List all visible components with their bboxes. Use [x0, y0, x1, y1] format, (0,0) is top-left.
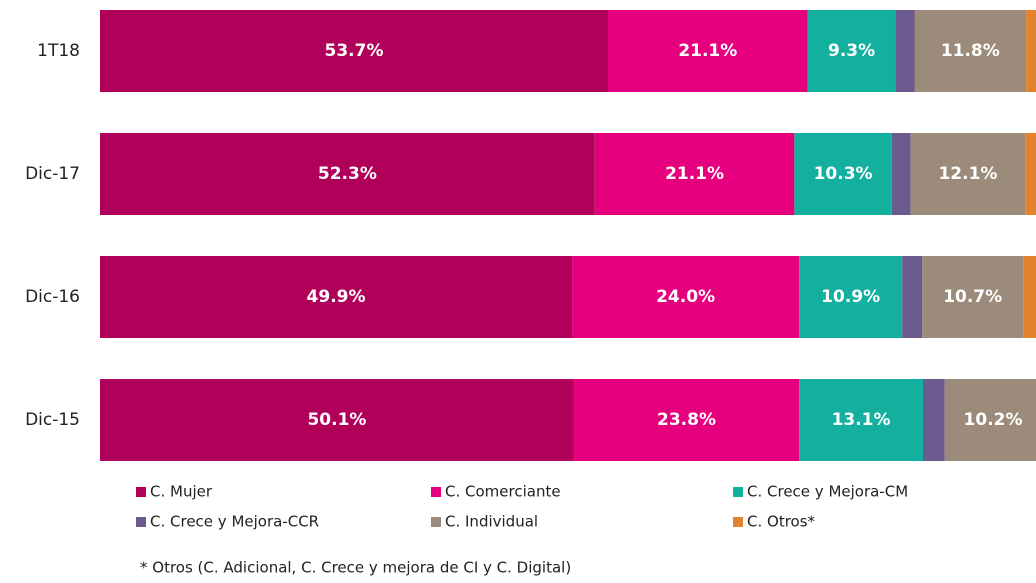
data-label: 11.8%: [941, 41, 1000, 61]
data-label: 9.3%: [828, 41, 875, 61]
bar-segment: [100, 10, 609, 92]
bar-segment: [944, 379, 1036, 461]
bar-segment: [910, 133, 1026, 215]
bar-segment: [895, 10, 915, 92]
legend-swatch: [733, 517, 743, 527]
bar-segment: [922, 256, 1024, 338]
legend-swatch: [136, 487, 146, 497]
bar-segment: [100, 133, 595, 215]
data-label: 21.1%: [665, 164, 724, 184]
y-tick-label: 1T18: [37, 41, 80, 61]
legend-swatch: [136, 517, 146, 527]
bar-segment: [1026, 10, 1036, 92]
bar-segment: [807, 10, 896, 92]
bar-segment: [100, 379, 574, 461]
bar-segment: [573, 379, 800, 461]
bar-segment: [923, 379, 945, 461]
data-label: 23.8%: [657, 410, 716, 430]
legend-label: C. Individual: [445, 513, 538, 531]
data-label: 10.7%: [943, 287, 1002, 307]
bar-segment: [891, 133, 911, 215]
legend-label: C. Otros*: [747, 513, 816, 531]
data-label: 13.1%: [832, 410, 891, 430]
data-label: 24.0%: [656, 287, 715, 307]
legend-swatch: [431, 517, 441, 527]
data-label: 12.1%: [938, 164, 997, 184]
bar-segment: [100, 256, 573, 338]
bar-segment: [1025, 133, 1036, 215]
legend-label: C. Comerciante: [445, 483, 561, 501]
bar-segment: [608, 10, 808, 92]
data-label: 50.1%: [307, 410, 366, 430]
data-label: 10.9%: [821, 287, 880, 307]
legend-swatch: [431, 487, 441, 497]
data-label: 52.3%: [318, 164, 377, 184]
bar-segment: [572, 256, 800, 338]
bar-segment: [1023, 256, 1036, 338]
data-label: 53.7%: [325, 41, 384, 61]
y-tick-label: Dic-17: [25, 164, 80, 184]
data-label: 10.2%: [964, 410, 1023, 430]
data-label: 49.9%: [307, 287, 366, 307]
bar-segment: [594, 133, 795, 215]
data-label: 10.3%: [814, 164, 873, 184]
bar-segment: [794, 133, 892, 215]
bar-segment: [902, 256, 923, 338]
bar-segment: [799, 256, 903, 338]
legend-label: C. Mujer: [150, 483, 213, 501]
legend-label: C. Crece y Mejora-CM: [747, 483, 908, 501]
footnote: * Otros (C. Adicional, C. Crece y mejora…: [140, 559, 571, 577]
bar-segment: [914, 10, 1027, 92]
data-label: 21.1%: [678, 41, 737, 61]
bar-segment: [799, 379, 924, 461]
y-tick-label: Dic-16: [25, 287, 80, 307]
legend-label: C. Crece y Mejora-CCR: [150, 513, 319, 531]
legend-swatch: [733, 487, 743, 497]
y-tick-label: Dic-15: [25, 410, 80, 430]
